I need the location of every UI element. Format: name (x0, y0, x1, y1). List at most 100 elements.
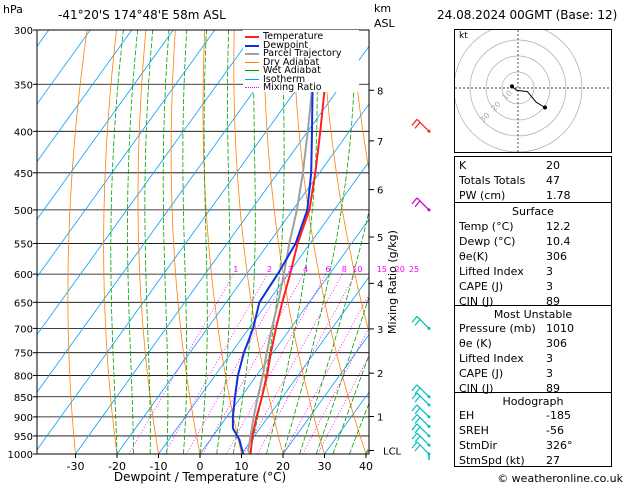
mixing-ratio-line (164, 273, 268, 454)
altitude-tick-label: 7 (377, 137, 383, 148)
x-tick-label: 10 (235, 460, 249, 473)
dry-adiabat-line (617, 30, 629, 454)
wet-adiabat-line (182, 30, 188, 454)
dry-adiabat-line (202, 30, 242, 454)
legend-item: Temperature (243, 32, 359, 41)
x-tick-label: -10 (150, 460, 168, 473)
row-value: -56 (546, 424, 564, 437)
row-value: 306 (546, 250, 567, 263)
credit-text: © weatheronline.co.uk (497, 472, 623, 485)
table-row: StmSpd (kt) 27 (459, 453, 607, 468)
row-value: 47 (546, 174, 560, 187)
row-value: 20 (546, 159, 560, 172)
legend-label: Mixing Ratio (263, 82, 322, 93)
legend-swatch (245, 44, 259, 47)
row-key: CAPE (J) (459, 367, 504, 380)
asl-label: ASL (374, 17, 396, 30)
isotherm-line (158, 160, 369, 454)
wet-adiabat-line (282, 30, 356, 454)
legend-item: Parcel Trajectory (243, 49, 359, 58)
pressure-tick-label: 400 (14, 127, 33, 138)
altitude-tick-label: LCL (383, 446, 402, 457)
surface-title: Surface (512, 205, 554, 218)
mixing-ratio-line (257, 273, 356, 454)
isotherm-line (37, 30, 133, 163)
row-key: StmSpd (kt) (459, 454, 525, 467)
most-unstable-table: Most Unstable Pressure (mb) 1010 θe (K) 306… (454, 305, 612, 395)
datetime-title: 24.08.2024 00GMT (Base: 12) (437, 8, 617, 22)
dry-adiabat-line (351, 30, 369, 173)
wet-adiabat-line (332, 353, 369, 454)
row-key: StmDir (459, 439, 498, 452)
wind-barb (411, 423, 431, 438)
altitude-tick-label: 8 (377, 86, 383, 97)
row-value: 10.4 (546, 235, 571, 248)
isotherm-line (37, 30, 91, 105)
wind-barb (411, 315, 431, 330)
dry-adiabat-line (292, 30, 367, 454)
row-value: 27 (546, 454, 560, 467)
table-row: K 20 (459, 158, 607, 173)
row-key: PW (cm) (459, 189, 506, 202)
dewpoint-line (231, 30, 324, 454)
pressure-tick-label: 550 (14, 239, 33, 250)
isotherm-line (282, 333, 369, 454)
table-row: Lifted Index 3 (459, 264, 607, 279)
mixing-ratio-label: 2 (267, 265, 272, 274)
table-row: CIN (J) 89 (459, 294, 607, 309)
altitude-tick-label: 2 (377, 369, 383, 380)
hodograph-ring (455, 30, 583, 152)
temperature-line (249, 30, 332, 454)
hodograph-ring (501, 71, 535, 105)
legend-item: Isotherm (243, 74, 359, 84)
wind-barb (411, 432, 431, 447)
isotherm-line (75, 45, 369, 454)
x-tick-label: -30 (67, 460, 85, 473)
legend-swatch (245, 61, 259, 63)
wet-adiabat-line (266, 30, 318, 454)
dry-adiabat-line (103, 30, 118, 454)
mixing-ratio-label: 20 (395, 265, 405, 274)
table-row: SREH -56 (459, 423, 607, 438)
pressure-tick-label: 750 (14, 349, 33, 360)
table-row: Totals Totals 47 (459, 173, 607, 188)
wind-barb (411, 197, 431, 212)
dry-adiabat-line (322, 30, 369, 334)
wet-adiabat-line (349, 402, 369, 454)
mixing-ratio-line (186, 273, 289, 454)
hodograph-ring-label: 20 (489, 100, 503, 114)
legend-swatch (245, 87, 259, 88)
altitude-tick-label: 5 (377, 233, 383, 244)
wind-barb (411, 384, 431, 399)
row-value: -185 (546, 409, 571, 422)
legend-swatch (245, 78, 259, 80)
most-unstable-title: Most Unstable (493, 308, 573, 321)
pressure-tick-label: 1000 (8, 450, 33, 461)
legend-swatch (245, 53, 259, 55)
row-key: EH (459, 409, 475, 422)
indices-table: K 20 Totals Totals 47 PW (cm) 1.78 (454, 156, 612, 203)
wind-barb (411, 404, 431, 419)
row-key: θe (K) (459, 337, 492, 350)
mixing-ratio-label: 3 (288, 265, 293, 274)
row-value: 89 (546, 382, 560, 395)
row-value: 12.2 (546, 220, 571, 233)
isotherm-line (0, 30, 7, 454)
hodograph-ring (469, 39, 567, 137)
row-key: SREH (459, 424, 489, 437)
pressure-tick-label: 800 (14, 371, 33, 382)
hodograph-trace (511, 86, 546, 108)
x-tick-label: -20 (108, 460, 126, 473)
hodograph-stats-title: Hodograph (502, 395, 564, 408)
km-label: km (374, 2, 391, 15)
pressure-tick-label: 450 (14, 169, 33, 180)
wet-adiabat-line (299, 209, 369, 454)
table-row: CAPE (J) 3 (459, 366, 607, 381)
dry-adiabat-line (67, 30, 88, 454)
row-value: 3 (546, 352, 553, 365)
legend-item: Dry Adiabat (243, 57, 359, 67)
wet-adiabat-line (216, 30, 231, 454)
mixing-ratio-line (243, 273, 343, 454)
